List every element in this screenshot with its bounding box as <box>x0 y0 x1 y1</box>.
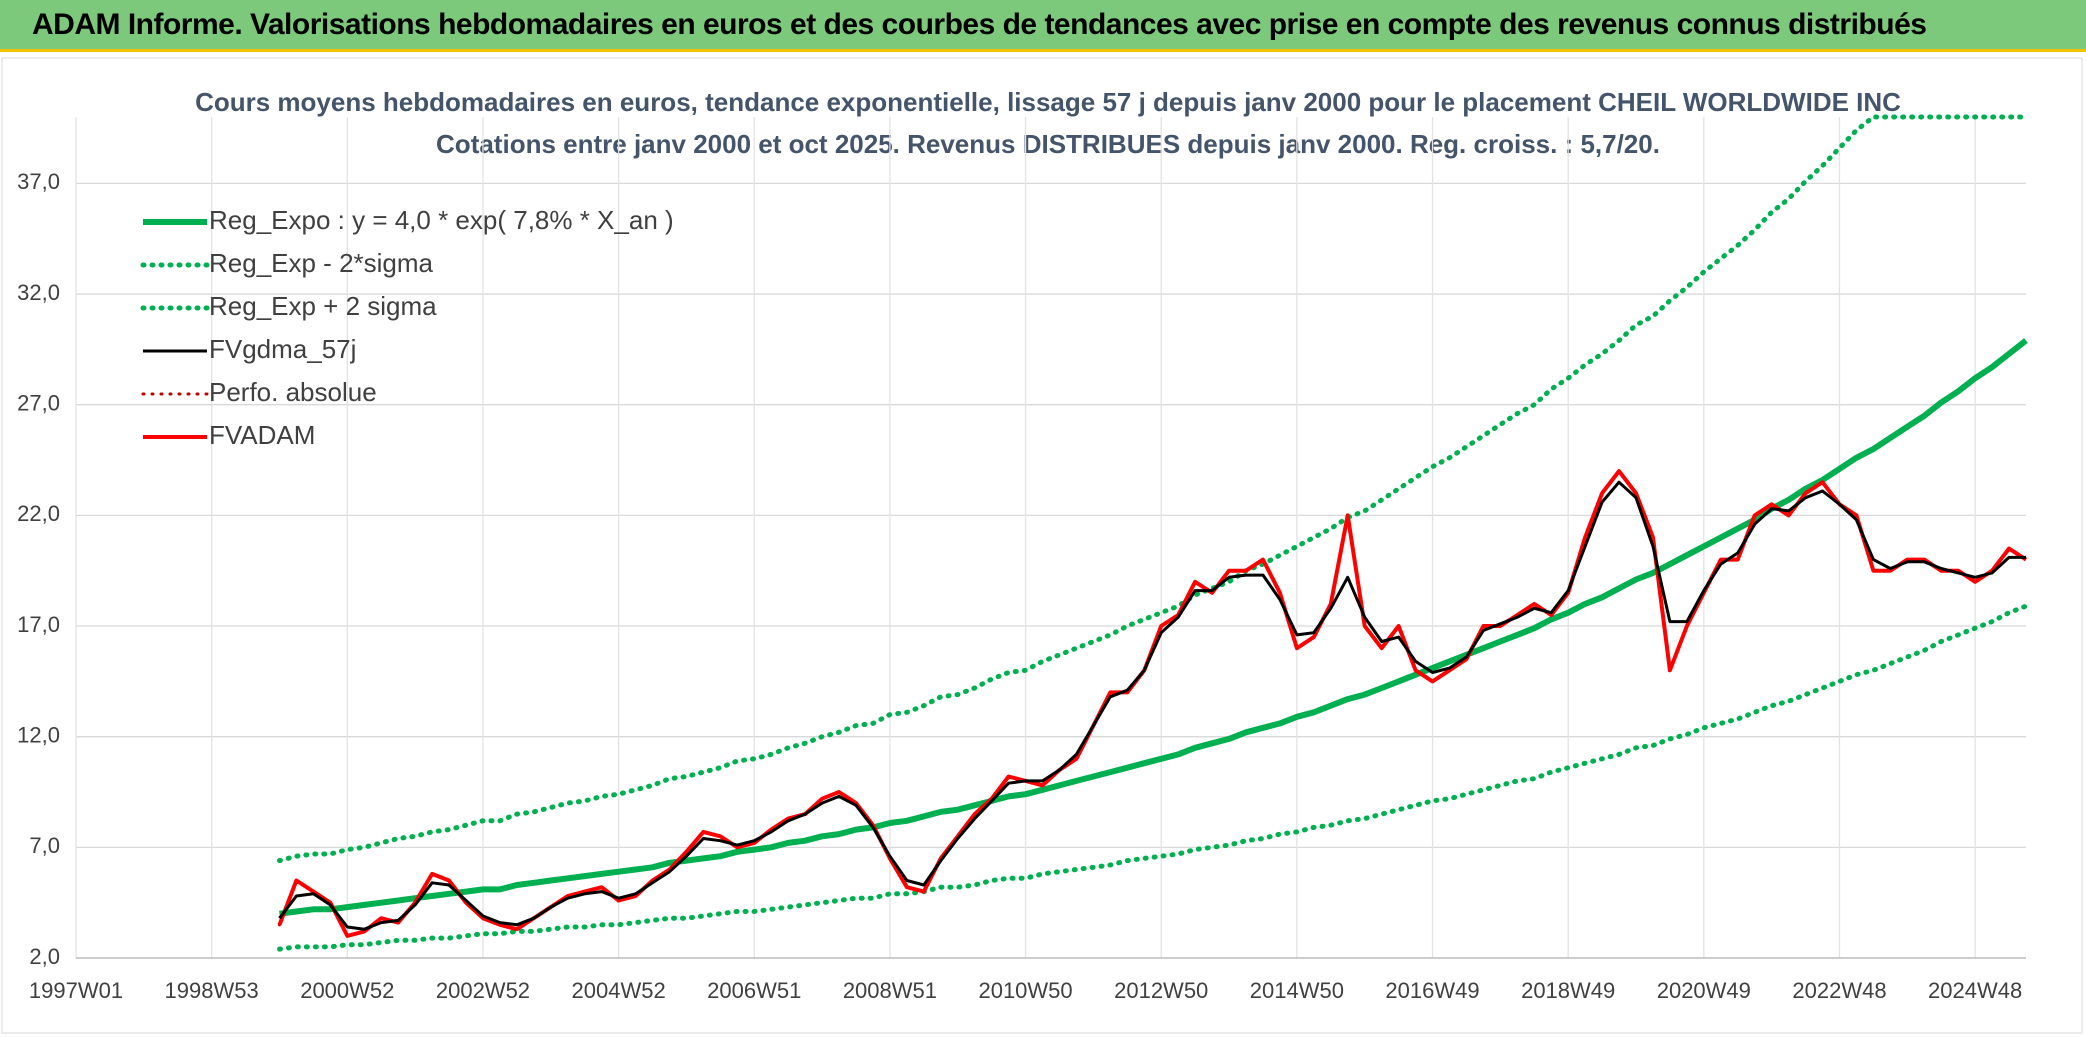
y-tick-label: 37,0 <box>17 169 60 194</box>
chart: Cours moyens hebdomadaires en euros, ten… <box>1 57 2083 1034</box>
chart-frame <box>1 57 2083 1034</box>
x-tick-label: 2002W52 <box>436 978 530 1003</box>
y-tick-label: 12,0 <box>17 722 60 747</box>
y-tick-label: 32,0 <box>17 280 60 305</box>
x-tick-label: 2004W52 <box>572 978 666 1003</box>
x-tick-label: 2014W50 <box>1250 978 1344 1003</box>
series-line <box>277 603 2029 952</box>
legend-label: Reg_Exp - 2*sigma <box>209 248 434 278</box>
y-tick-label: 7,0 <box>29 833 60 858</box>
series-line <box>279 338 2028 917</box>
legend-label: FVADAM <box>209 420 315 450</box>
header-title: ADAM Informe. Valorisations hebdomadaire… <box>32 8 1927 41</box>
x-tick-label: 2016W49 <box>1385 978 1479 1003</box>
x-tick-label: 1998W53 <box>165 978 259 1003</box>
x-tick-label: 2000W52 <box>300 978 394 1003</box>
x-tick-label: 2018W49 <box>1521 978 1615 1003</box>
x-tick-label: 1997W01 <box>29 978 123 1003</box>
legend-label: Reg_Expo : y = 4,0 * exp( 7,8% * X_an ) <box>209 205 674 235</box>
legend-label: Perfo. absolue <box>209 377 377 407</box>
x-tick-label: 2010W50 <box>978 978 1072 1003</box>
x-tick-label: 2006W51 <box>707 978 801 1003</box>
chart-subtitle: Cotations entre janv 2000 et oct 2025. R… <box>436 129 1660 159</box>
x-tick-label: 2008W51 <box>843 978 937 1003</box>
y-tick-label: 27,0 <box>17 391 60 416</box>
y-tick-label: 22,0 <box>17 501 60 526</box>
y-tick-label: 2,0 <box>29 944 60 969</box>
legend-label: Reg_Exp + 2 sigma <box>209 291 437 321</box>
y-tick-label: 17,0 <box>17 612 60 637</box>
chart-title: Cours moyens hebdomadaires en euros, ten… <box>195 87 1901 117</box>
x-tick-label: 2012W50 <box>1114 978 1208 1003</box>
series-line <box>278 480 2026 931</box>
series-line <box>277 114 2029 864</box>
x-tick-label: 2024W48 <box>1928 978 2022 1003</box>
x-tick-label: 2020W49 <box>1657 978 1751 1003</box>
x-tick-label: 2022W48 <box>1792 978 1886 1003</box>
header-bar: ADAM Informe. Valorisations hebdomadaire… <box>0 0 2086 52</box>
legend-label: FVgdma_57j <box>209 334 356 364</box>
